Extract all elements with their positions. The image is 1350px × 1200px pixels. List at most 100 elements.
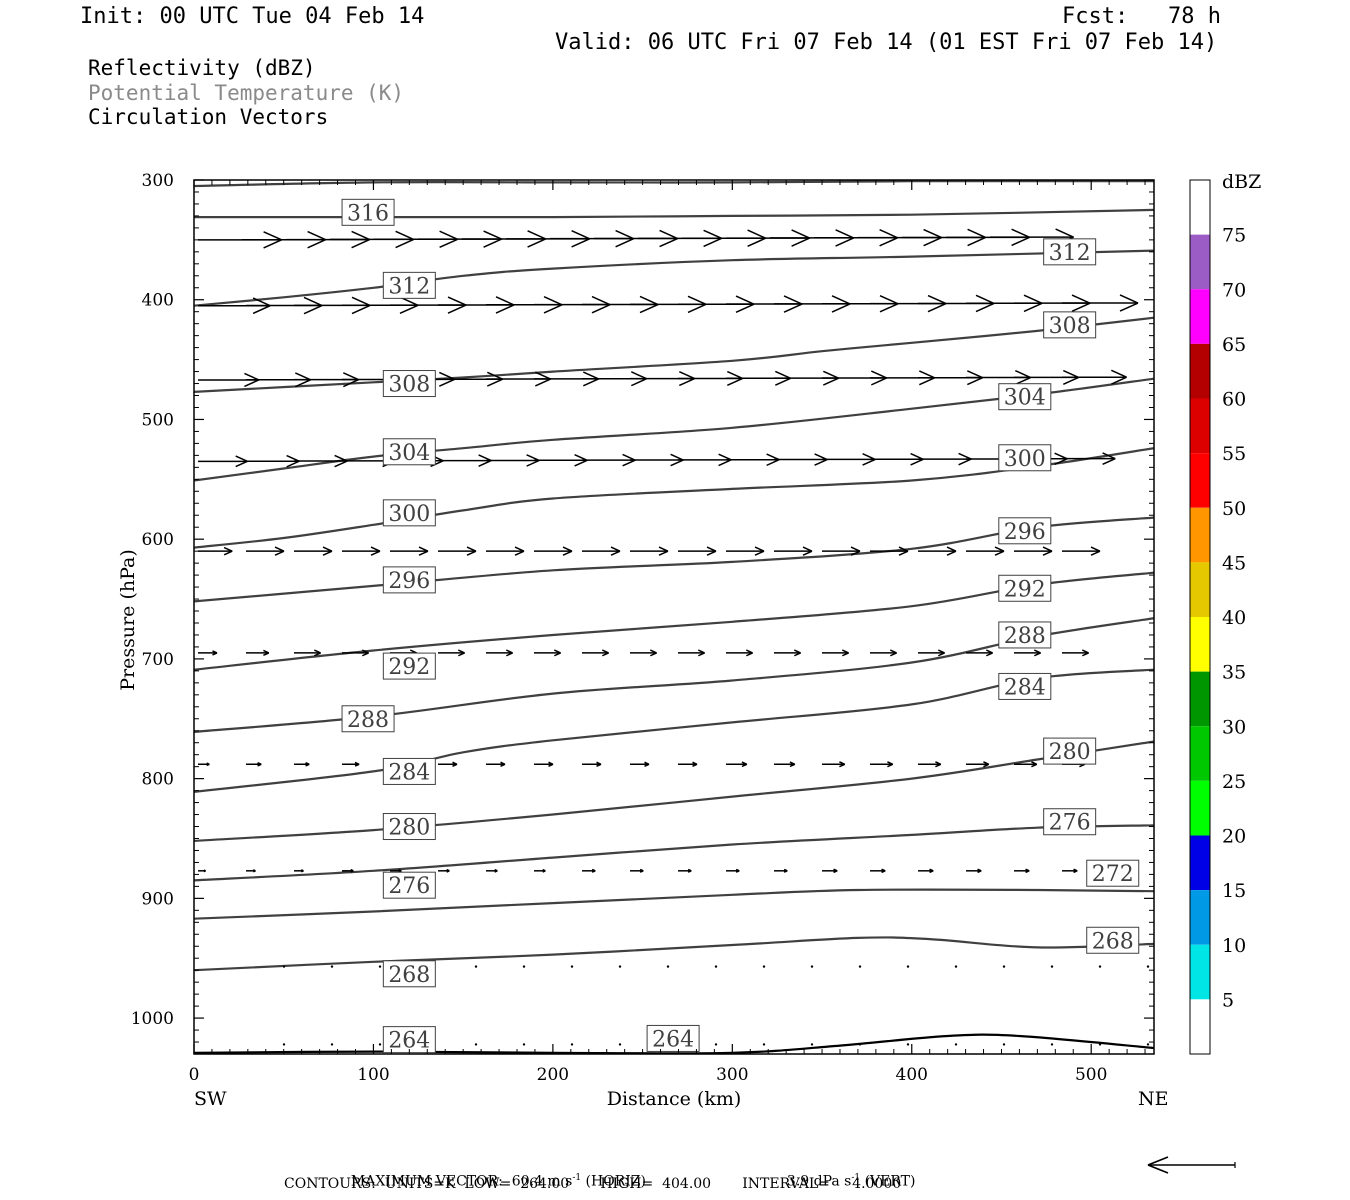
wind-vector [618,965,622,968]
wind-vector-head [500,763,506,767]
contour-label-box [382,370,436,398]
wind-vector-head [1110,376,1127,385]
wind-vector [330,1043,334,1046]
colorbar-label: 50 [1222,498,1246,520]
contour-label-300: 300 [382,499,436,527]
wind-vector-head [430,460,444,468]
footer-horiz-exponent: -1 [572,1173,582,1183]
wind-vector-head [622,453,636,461]
wind-vector [486,454,540,467]
wind-vector [870,649,897,657]
wind-vector-head [622,459,636,467]
wind-vector [534,649,561,657]
wind-vector-head [814,458,828,466]
y-tick-label: 300 [142,171,174,191]
contour-label-text: 276 [388,874,430,899]
contour-label-text: 268 [388,963,430,988]
wind-vector-head [870,370,887,379]
contour-label-box [382,499,436,527]
colorbar-segment [1190,944,1210,1000]
wind-vector-dot [1050,1043,1054,1046]
wind-vector [294,454,348,468]
wind-vector-head [958,452,972,460]
wind-vector-head [703,229,722,240]
wind-vector-head [687,295,707,306]
wind-vector-head [747,229,766,239]
wind-vector-head [370,550,381,556]
wind-vector-head [263,652,270,657]
wind-vector-head [351,304,371,315]
wind-vector-dot [330,1043,334,1046]
colorbar-label: 70 [1222,279,1246,301]
wind-vector-head [994,546,1005,552]
contour-label-292: 292 [382,652,436,680]
wind-vector [1014,761,1038,768]
colorbar-segment [1190,890,1210,945]
wind-vector-head [1042,550,1053,556]
wind-vector-dot [762,965,766,968]
footer-vert-exponent: -1 [851,1173,861,1183]
wind-vector [294,869,304,873]
wind-vector [966,761,990,768]
wind-vector [1062,868,1078,874]
wind-vector [522,1043,526,1046]
wind-vector-head [395,230,414,241]
wind-vector-dot [618,1043,622,1046]
wind-vector-head [334,460,348,468]
contour-label-box [646,1024,700,1052]
contour-label-text: 292 [388,655,430,680]
wind-vector [1014,868,1030,874]
wind-vector [774,453,828,466]
colorbar-segment [1190,835,1210,891]
wind-vector-head [791,237,810,247]
wind-vector-head [697,649,705,654]
wind-vector [1062,294,1139,312]
wind-vector [570,1043,574,1046]
wind-vector-head [703,237,722,248]
wind-vector-head [747,237,766,247]
wind-vector-head [966,370,983,379]
theta-contour-268 [194,888,1154,920]
wind-vector-head [706,550,717,556]
wind-vector-head [615,229,634,240]
wind-vector-head [1023,302,1043,313]
wind-vector-head [937,649,945,654]
wind-vector [966,546,1005,556]
contour-label-box [1043,238,1097,266]
wind-vector [822,761,846,768]
wind-vector-head [495,304,515,314]
wind-vector-head [252,297,271,307]
footer-vert-vector: 3.9 dPa s-1 (VERT) [778,1157,916,1190]
wind-vector [570,965,574,968]
contour-label-box [341,198,395,226]
contour-label-284: 284 [998,672,1052,700]
contour-label-text: 284 [388,760,430,785]
wind-vector-head [985,652,993,657]
wind-vector [1146,965,1150,968]
wind-vector-head [486,378,503,387]
contour-label-text: 268 [1092,929,1134,954]
wind-vector-head [495,296,515,306]
wind-vector-head [718,459,732,467]
wind-vector-head [601,649,609,654]
contour-label-box [382,652,436,680]
contour-label-288: 288 [998,621,1052,649]
wind-vector-head [718,453,732,461]
wind-vector [246,454,300,468]
wind-vector-head [822,377,839,386]
wind-vector-head [527,238,546,248]
wind-vector-head [1062,376,1079,385]
y-axis-label: Pressure (hPa) [117,549,139,691]
wind-vector-dot [570,1043,574,1046]
wind-vector-head [257,763,262,767]
wind-vector [666,965,670,968]
wind-vector [630,649,657,657]
wind-vector [198,650,218,656]
wind-vector [378,1043,382,1046]
wind-vector [918,546,957,556]
contour-label-268: 268 [1086,926,1140,954]
wind-vector-head [553,652,561,657]
wind-vector-dot [714,965,718,968]
contour-label-text: 276 [1049,811,1091,836]
contour-label-box [382,813,436,841]
